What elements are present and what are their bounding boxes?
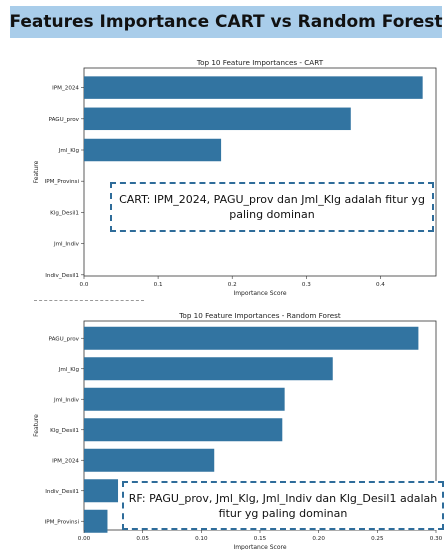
cart-xaxis-label: Importance Score: [233, 290, 286, 297]
rf-ytick-label: IPM_Provinsi: [45, 519, 80, 525]
rf-bar-ipm_2024: [84, 448, 215, 472]
cart-xtick-label: 0.0: [80, 282, 89, 288]
cart-ytick-label: Jml_Indiv: [53, 242, 80, 248]
cart-plot-frame: [83, 67, 437, 277]
cart-ytick-label: Jml_Klg: [58, 148, 80, 154]
rf-ytick-label: Jml_Indiv: [53, 397, 80, 403]
cart-ytick-label: Indiv_Desil1: [45, 273, 79, 279]
cart-ytick-label: Klg_Desil1: [50, 210, 79, 216]
cart-ytick-label: IPM_Provinsi: [45, 179, 80, 185]
slide-title-banner: Features Importance CART vs Random Fores…: [9, 6, 443, 38]
rf-xtick-label: 0.00: [78, 536, 91, 542]
cart-yaxis-label: Feature: [33, 160, 40, 183]
section-divider: [34, 300, 144, 301]
cart-ytick-label: PAGU_prov: [49, 117, 80, 123]
cart-bar-pagu_prov: [84, 107, 351, 131]
rf-bar-indiv_desil1: [84, 479, 119, 503]
cart-xtick-label: 0.2: [228, 282, 237, 288]
rf-ytick-label: Klg_Desil1: [50, 428, 79, 434]
rf-bar-klg_desil1: [84, 418, 283, 442]
rf-ytick-label: PAGU_prov: [49, 336, 80, 342]
rf-xtick-label: 0.25: [371, 536, 384, 542]
rf-bar-pagu_prov: [84, 326, 419, 350]
rf-xtick-label: 0.30: [430, 536, 443, 542]
rf-bar-ipm_provinsi: [84, 509, 108, 533]
rf-xtick-label: 0.10: [195, 536, 208, 542]
rf-yaxis-label: Feature: [33, 414, 40, 437]
rf-xaxis-label: Importance Score: [233, 544, 286, 550]
cart-callout-box: CART: IPM_2024, PAGU_prov dan Jml_Klg ad…: [110, 182, 434, 232]
rf-ytick-label: Indiv_Desil1: [45, 489, 79, 495]
rf-callout-box: RF: PAGU_prov, Jml_Klg, Jml_Indiv dan Kl…: [122, 481, 444, 530]
rf-callout-text: RF: PAGU_prov, Jml_Klg, Jml_Indiv dan Kl…: [128, 491, 438, 520]
cart-chart-title: Top 10 Feature Importances - CART: [196, 58, 324, 67]
rf-bar-jml_klg: [84, 357, 333, 381]
rf-ytick-label: Jml_Klg: [58, 367, 80, 373]
cart-ytick-label: IPM_2024: [52, 86, 79, 92]
cart-xtick-label: 0.3: [302, 282, 311, 288]
rf-xtick-label: 0.20: [312, 536, 325, 542]
rf-chart-title: Top 10 Feature Importances - Random Fore…: [178, 311, 341, 320]
rf-bar-jml_indiv: [84, 387, 285, 411]
rf-xtick-label: 0.15: [254, 536, 267, 542]
cart-bar-jml_klg: [84, 138, 222, 162]
rf-xtick-label: 0.05: [136, 536, 149, 542]
cart-bar-ipm_2024: [84, 76, 423, 99]
slide-title: Features Importance CART vs Random Fores…: [9, 12, 443, 32]
cart-xtick-label: 0.1: [154, 282, 163, 288]
cart-callout-text: CART: IPM_2024, PAGU_prov dan Jml_Klg ad…: [119, 193, 425, 221]
rf-ytick-label: IPM_2024: [52, 458, 79, 464]
cart-xtick-label: 0.4: [376, 282, 385, 288]
